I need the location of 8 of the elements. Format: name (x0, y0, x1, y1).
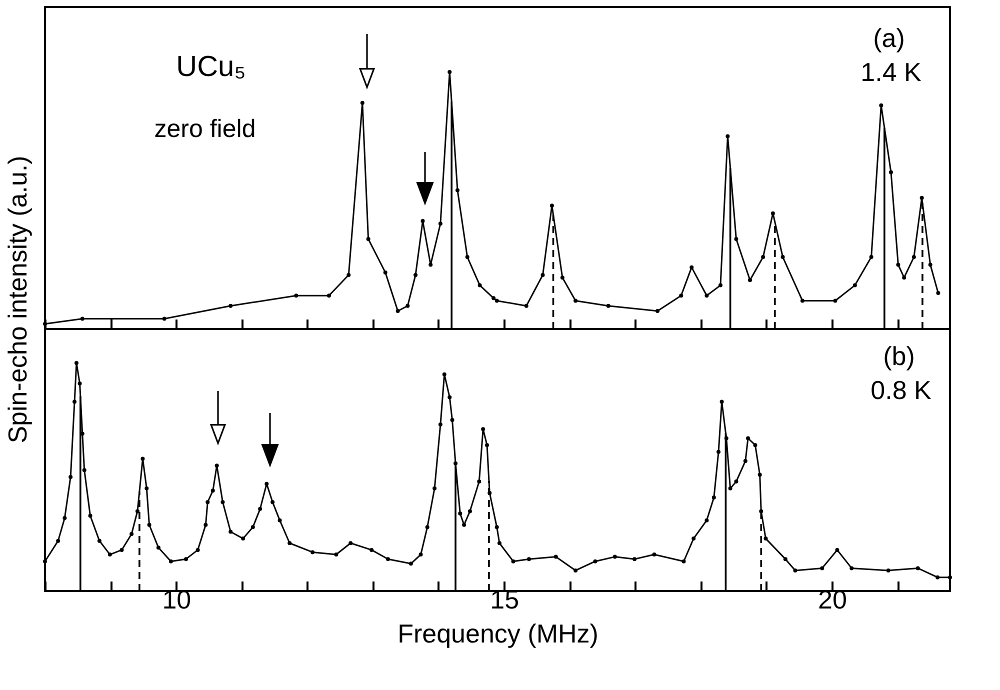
x-axis-title: Frequency (MHz) (398, 618, 598, 648)
text: (a) (873, 23, 905, 53)
annotation: zero field (154, 115, 256, 143)
y-axis-title: Spin-echo intensity (a.u.) (2, 156, 32, 444)
annotation: 1.4 K (860, 57, 922, 87)
annotation: 0.8 K (870, 375, 932, 405)
annotation: UCu₅ (176, 51, 246, 83)
annotation: (b) (883, 341, 915, 371)
